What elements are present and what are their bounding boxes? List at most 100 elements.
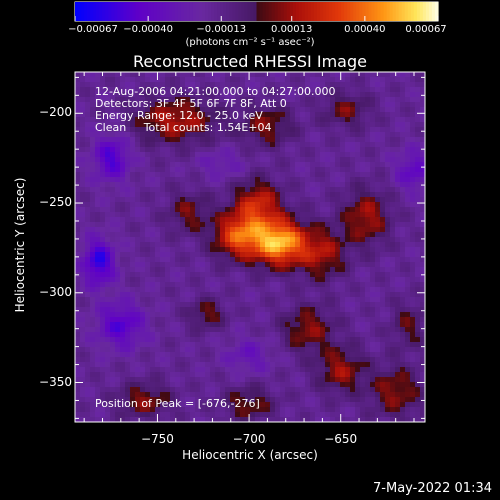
heatmap-cell xyxy=(355,232,361,238)
heatmap-cell xyxy=(230,417,236,423)
heatmap-cell xyxy=(300,182,306,188)
heatmap-cell xyxy=(420,367,426,373)
heatmap-cell xyxy=(75,122,81,128)
colorbar-segment xyxy=(317,2,321,21)
heatmap-cell xyxy=(245,327,251,333)
heatmap-cell xyxy=(360,77,366,83)
heatmap-cell xyxy=(255,292,261,298)
heatmap-cell xyxy=(415,217,421,223)
heatmap-cell xyxy=(290,272,296,278)
heatmap-cell xyxy=(255,82,261,88)
heatmap-cell xyxy=(95,192,101,198)
heatmap-cell xyxy=(115,187,121,193)
heatmap-cell xyxy=(140,417,146,423)
heatmap-cell xyxy=(160,322,166,328)
heatmap-cell xyxy=(330,302,336,308)
heatmap-cell xyxy=(395,387,401,393)
heatmap-cell xyxy=(235,367,241,373)
heatmap-cell xyxy=(175,172,181,178)
heatmap-cell xyxy=(325,202,331,208)
heatmap-cell xyxy=(215,147,221,153)
heatmap-cell xyxy=(385,122,391,128)
heatmap-cell xyxy=(415,372,421,378)
heatmap-cell xyxy=(390,382,396,388)
heatmap-cell xyxy=(90,317,96,323)
heatmap-cell xyxy=(235,277,241,283)
heatmap-cell xyxy=(225,132,231,138)
heatmap-cell xyxy=(335,167,341,173)
heatmap-cell xyxy=(160,157,166,163)
heatmap-cell xyxy=(380,117,386,123)
heatmap-cell xyxy=(380,92,386,98)
heatmap-cell xyxy=(215,117,221,123)
heatmap-cell xyxy=(420,157,426,163)
heatmap-cell xyxy=(370,192,376,198)
heatmap-cell xyxy=(210,327,216,333)
heatmap-cell xyxy=(205,242,211,248)
heatmap-cell xyxy=(370,407,376,413)
heatmap-cell xyxy=(135,412,141,418)
heatmap-cell xyxy=(135,192,141,198)
heatmap-cell xyxy=(405,207,411,213)
heatmap-cell xyxy=(95,297,101,303)
heatmap-cell xyxy=(385,177,391,183)
heatmap-cell xyxy=(370,172,376,178)
heatmap-cell xyxy=(415,72,421,78)
heatmap-cell xyxy=(160,402,166,408)
heatmap-cell xyxy=(400,412,406,418)
heatmap-cell xyxy=(205,72,211,78)
heatmap-cell xyxy=(180,117,186,123)
heatmap-cell xyxy=(200,372,206,378)
heatmap-cell xyxy=(385,92,391,98)
heatmap-cell xyxy=(255,357,261,363)
heatmap-cell xyxy=(315,112,321,118)
heatmap-cell xyxy=(205,77,211,83)
heatmap-cell xyxy=(355,137,361,143)
heatmap-cell xyxy=(355,82,361,88)
heatmap-cell xyxy=(240,392,246,398)
heatmap-cell xyxy=(205,217,211,223)
heatmap-cell xyxy=(305,207,311,213)
heatmap-cell xyxy=(170,217,176,223)
heatmap-cell xyxy=(245,392,251,398)
heatmap-cell xyxy=(145,367,151,373)
heatmap-cell xyxy=(295,152,301,158)
heatmap-cell xyxy=(285,82,291,88)
heatmap-cell xyxy=(95,407,101,413)
heatmap-cell xyxy=(380,182,386,188)
heatmap-cell xyxy=(350,307,356,313)
heatmap-cell xyxy=(320,347,326,353)
heatmap-cell xyxy=(175,182,181,188)
heatmap-cell xyxy=(240,417,246,423)
heatmap-cell xyxy=(185,167,191,173)
heatmap-cell xyxy=(305,137,311,143)
heatmap-cell xyxy=(325,142,331,148)
heatmap-cell xyxy=(395,117,401,123)
heatmap-cell xyxy=(185,227,191,233)
heatmap-cell xyxy=(370,367,376,373)
heatmap-cell xyxy=(315,82,321,88)
heatmap-cell xyxy=(370,122,376,128)
heatmap-cell xyxy=(95,147,101,153)
heatmap-cell xyxy=(405,257,411,263)
heatmap-cell xyxy=(115,252,121,258)
heatmap-cell xyxy=(150,147,156,153)
heatmap-cell xyxy=(200,227,206,233)
heatmap-cell xyxy=(150,217,156,223)
heatmap-cell xyxy=(355,77,361,83)
heatmap-cell xyxy=(240,342,246,348)
heatmap-cell xyxy=(245,212,251,218)
heatmap-cell xyxy=(280,387,286,393)
heatmap-cell xyxy=(270,242,276,248)
heatmap-cell xyxy=(410,77,416,83)
heatmap-cell xyxy=(165,307,171,313)
heatmap-cell xyxy=(220,202,226,208)
heatmap-cell xyxy=(125,387,131,393)
heatmap-cell xyxy=(75,117,81,123)
heatmap-cell xyxy=(395,347,401,353)
heatmap-cell xyxy=(140,172,146,178)
heatmap-cell xyxy=(410,182,416,188)
heatmap-cell xyxy=(370,237,376,243)
heatmap-cell xyxy=(225,347,231,353)
heatmap-cell xyxy=(260,412,266,418)
